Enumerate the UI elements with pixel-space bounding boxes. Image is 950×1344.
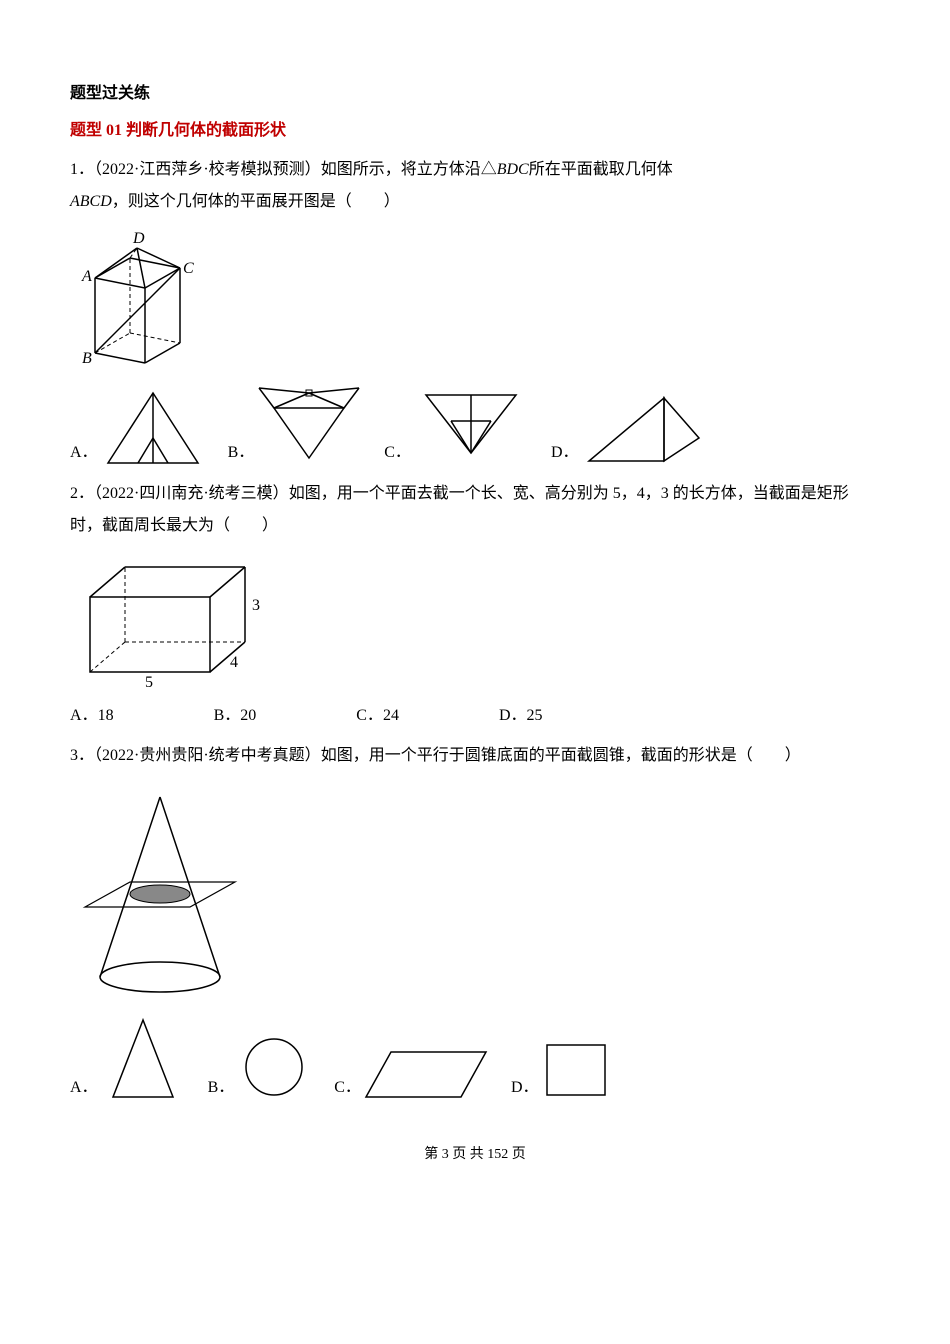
q1-opt-b-svg (254, 378, 364, 468)
q2-box-figure: 5 4 3 (70, 552, 880, 692)
q1-opt-b-label: B． (228, 439, 255, 468)
q2-options: A．18 B．20 C．24 D．25 (70, 702, 880, 731)
cube-label-b: B (82, 350, 92, 367)
q2-source: （2022·四川南充·统考三模） (94, 485, 289, 502)
q1-option-c: C． (384, 383, 531, 468)
q2-option-a: A．18 (70, 702, 114, 731)
q1-italic2: ABCD (70, 193, 112, 210)
question-3-text: 3．（2022·贵州贵阳·统考中考真题）如图，用一个平行于圆锥底面的平面截圆锥，… (70, 740, 880, 772)
q3-number: 3． (70, 747, 94, 764)
q2-number: 2． (70, 485, 94, 502)
question-1: 1．（2022·江西萍乡·校考模拟预测）如图所示，将立方体沿△BDC所在平面截取… (70, 154, 880, 468)
q1-text2: 所在平面截取几何体 (529, 161, 673, 178)
q2-opt-c-label: C． (356, 707, 383, 724)
q1-number: 1． (70, 161, 94, 178)
q3-opt-d-label: D． (511, 1074, 539, 1103)
box-label-5: 5 (145, 674, 153, 691)
box-label-3: 3 (252, 597, 260, 614)
q1-cube-figure: A B C D (70, 228, 880, 368)
q3-opt-c-label: C． (334, 1074, 361, 1103)
q1-italic: BDC (497, 161, 529, 178)
q3-option-d: D． (511, 1037, 614, 1102)
q2-opt-a-label: A． (70, 707, 98, 724)
q3-source: （2022·贵州贵阳·统考中考真题） (94, 747, 321, 764)
q3-opt-b-svg (234, 1032, 314, 1102)
q2-opt-b-label: B． (214, 707, 241, 724)
q1-option-d: D． (551, 383, 709, 468)
q1-opt-c-label: C． (384, 439, 411, 468)
q3-option-a: A． (70, 1012, 188, 1102)
q3-option-b: B． (208, 1032, 315, 1102)
q1-text1: 如图所示，将立方体沿 (321, 161, 481, 178)
question-2: 2．（2022·四川南充·统考三模）如图，用一个平面去截一个长、宽、高分别为 5… (70, 478, 880, 731)
question-1-text: 1．（2022·江西萍乡·校考模拟预测）如图所示，将立方体沿△BDC所在平面截取… (70, 154, 880, 218)
box-label-4: 4 (230, 654, 238, 671)
q2-opt-d-value: 25 (527, 707, 543, 724)
cone-svg (70, 782, 250, 1002)
question-3: 3．（2022·贵州贵阳·统考中考真题）如图，用一个平行于圆锥底面的平面截圆锥，… (70, 740, 880, 1102)
q3-text: 如图，用一个平行于圆锥底面的平面截圆锥，截面的形状是（ ） (321, 747, 801, 764)
section-header: 题型过关练 (70, 80, 880, 109)
section-title: 题型 01 判断几何体的截面形状 (70, 117, 880, 146)
q3-opt-c-svg (361, 1042, 491, 1102)
q1-opt-a-svg (98, 383, 208, 468)
q3-opt-b-label: B． (208, 1074, 235, 1103)
q3-options: A． B． C． D． (70, 1012, 880, 1102)
q1-option-b: B． (228, 378, 365, 468)
q1-triangle: △ (481, 161, 497, 178)
q2-opt-a-value: 18 (98, 707, 114, 724)
q2-opt-d-label: D． (499, 707, 527, 724)
cube-label-c: C (183, 260, 194, 277)
q3-opt-d-svg (539, 1037, 614, 1102)
q1-opt-d-svg (579, 383, 709, 468)
cube-svg: A B C D (70, 228, 200, 368)
q2-option-d: D．25 (499, 702, 543, 731)
q1-options: A． B． C． (70, 378, 880, 468)
q3-option-c: C． (334, 1042, 491, 1102)
q2-opt-c-value: 24 (383, 707, 399, 724)
q1-opt-a-label: A． (70, 439, 98, 468)
q1-text3: ，则这个几何体的平面展开图是（ ） (112, 193, 400, 210)
box-svg: 5 4 3 (70, 552, 270, 692)
q2-opt-b-value: 20 (240, 707, 256, 724)
q2-option-c: C．24 (356, 702, 399, 731)
cube-label-a: A (81, 268, 92, 285)
page-footer: 第 3 页 共 152 页 (70, 1142, 880, 1167)
q1-option-a: A． (70, 383, 208, 468)
cube-label-d: D (132, 230, 145, 247)
q3-opt-a-label: A． (70, 1074, 98, 1103)
q2-option-b: B．20 (214, 702, 257, 731)
question-2-text: 2．（2022·四川南充·统考三模）如图，用一个平面去截一个长、宽、高分别为 5… (70, 478, 880, 542)
q3-opt-a-svg (98, 1012, 188, 1102)
q1-opt-c-svg (411, 383, 531, 468)
q1-source: （2022·江西萍乡·校考模拟预测） (94, 161, 321, 178)
q1-opt-d-label: D． (551, 439, 579, 468)
q3-cone-figure (70, 782, 880, 1002)
